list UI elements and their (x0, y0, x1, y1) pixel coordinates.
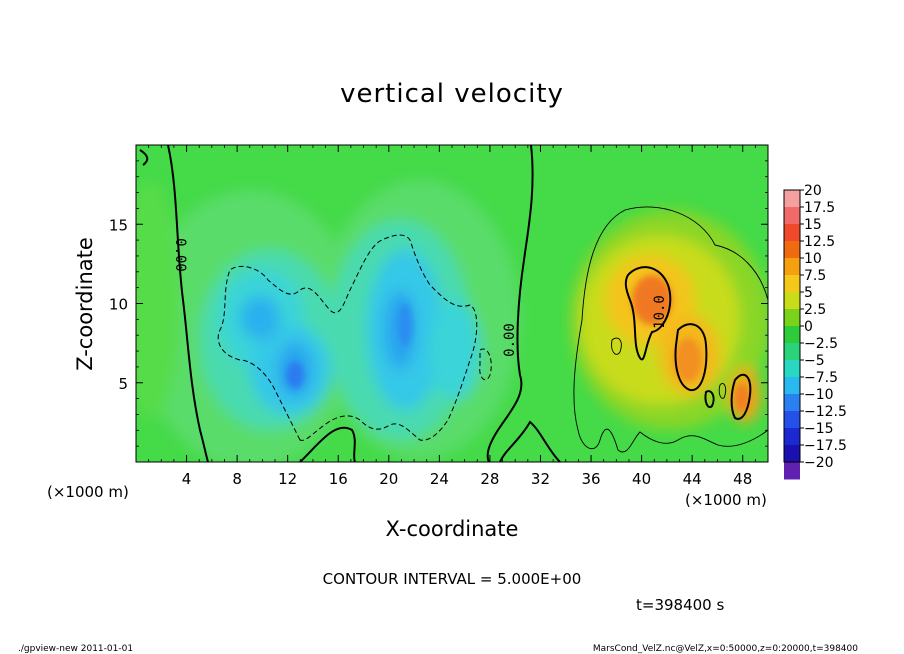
colorbar-swatch (784, 224, 800, 242)
colorbar-swatch (784, 428, 800, 446)
x-tick-label: 24 (430, 470, 449, 488)
colorbar-label: 20 (804, 183, 822, 199)
colorbar-swatch (784, 190, 800, 208)
x-axis-ticks: 4 8 12 16 20 24 28 32 36 40 44 48 (135, 145, 769, 488)
contour-labels: 0.00 0.00 10.0 (172, 238, 668, 357)
x-tick-label: 40 (632, 470, 651, 488)
colorbar: 2017.51512.5107.552.50−2.5−5−7.5−10−12.5… (783, 183, 847, 480)
colorbar-label: −17.5 (804, 438, 847, 454)
x-tick-label: 12 (278, 470, 297, 488)
colorbar-label: −5 (804, 353, 825, 369)
y-tick-label: 15 (109, 216, 128, 234)
x-axis-label: X-coordinate (386, 517, 519, 541)
zero-contours (139, 145, 561, 462)
x-tick-label: 28 (480, 470, 499, 488)
field-blobs (136, 180, 768, 462)
field-cores (286, 275, 750, 412)
colorbar-swatch (784, 241, 800, 259)
x-tick-label: 16 (329, 470, 348, 488)
footer-left: ./gpview-new 2011-01-01 (18, 644, 133, 654)
contour-interval-label: CONTOUR INTERVAL = 5.000E+00 (323, 570, 582, 588)
colorbar-label: 12.5 (804, 234, 835, 250)
colorbar-label: −15 (804, 421, 834, 437)
colorbar-swatch (784, 326, 800, 344)
x-tick-label: 20 (379, 470, 398, 488)
colorbar-swatch (784, 462, 800, 480)
colorbar-swatch (784, 343, 800, 361)
colorbar-label: 0 (804, 319, 813, 335)
contour-label-ten: 10.0 (652, 295, 668, 329)
colorbar-label: 2.5 (804, 302, 826, 318)
y-axis-ticks: 5 10 15 (109, 144, 768, 463)
x-tick-label: 32 (531, 470, 550, 488)
colorbar-label: −7.5 (804, 370, 838, 386)
colorbar-swatch (784, 309, 800, 327)
colorbar-label: 10 (804, 251, 822, 267)
y-tick-label: 10 (109, 296, 128, 314)
y-tick-label: 5 (118, 375, 128, 393)
chart-title: vertical velocity (340, 79, 564, 109)
colorbar-label: 17.5 (804, 200, 835, 216)
colorbar-swatch (784, 292, 800, 310)
colorbar-label: 5 (804, 285, 813, 301)
colorbar-swatch (784, 411, 800, 429)
colorbar-swatch (784, 360, 800, 378)
x-tick-label: 4 (182, 470, 192, 488)
x-axis-unit-left: (×1000 m) (47, 483, 129, 501)
contour-label-mid: 0.00 (502, 323, 518, 357)
colorbar-label: 7.5 (804, 268, 826, 284)
colorbar-swatch (784, 207, 800, 225)
negative-contours (217, 234, 492, 441)
contour-label-left: 0.00 (172, 238, 188, 272)
colorbar-label: −10 (804, 387, 834, 403)
colorbar-swatch (784, 258, 800, 276)
ten-contours (624, 266, 752, 420)
colorbar-label: −20 (804, 455, 834, 471)
footer-right: MarsCond_VelZ.nc@VelZ,x=0:50000,z=0:2000… (593, 644, 858, 654)
x-tick-label: 44 (683, 470, 702, 488)
x-tick-label: 36 (581, 470, 600, 488)
positive-contours (573, 206, 768, 453)
x-tick-label: 48 (733, 470, 752, 488)
colorbar-label: −12.5 (804, 404, 847, 420)
colorbar-swatch (784, 377, 800, 395)
x-tick-label: 8 (232, 470, 242, 488)
colorbar-label: 15 (804, 217, 822, 233)
x-axis-unit-right: (×1000 m) (685, 491, 767, 509)
colorbar-label: −2.5 (804, 336, 838, 352)
colorbar-swatch (784, 394, 800, 412)
colorbar-swatch (784, 275, 800, 293)
time-label: t=398400 s (636, 596, 724, 614)
plot-area: 0.00 0.00 10.0 (136, 145, 768, 462)
y-axis-label: Z-coordinate (73, 237, 97, 371)
colorbar-swatch (784, 445, 800, 463)
